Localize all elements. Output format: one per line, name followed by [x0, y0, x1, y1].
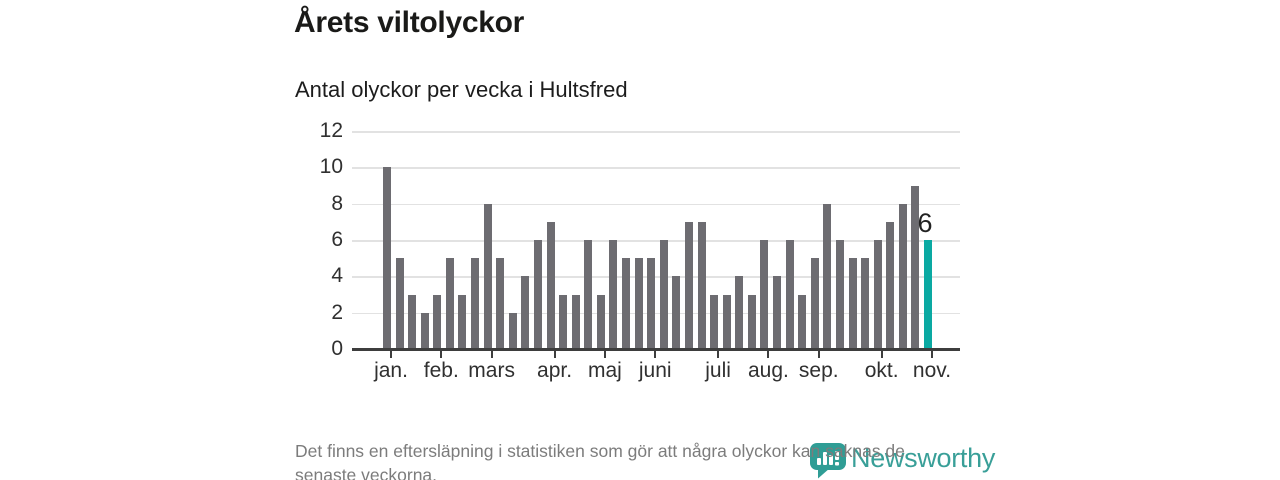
bar-week-4 — [420, 312, 429, 349]
bar-week-14 — [546, 221, 555, 349]
y-axis-label-4: 4 — [331, 264, 343, 288]
bar-week-33 — [785, 240, 794, 349]
y-axis-label-2: 2 — [331, 300, 343, 324]
bar-week-6 — [445, 258, 454, 349]
bar-week-12 — [521, 276, 530, 349]
gridline-y-10 — [352, 167, 960, 169]
bar-week-5 — [433, 294, 442, 349]
bar-week-44 — [924, 240, 932, 349]
footnote-line-1: Det finns en eftersläpning i statistiken… — [295, 441, 905, 461]
x-axis-label-mars: mars — [468, 359, 515, 382]
bar-week-3 — [408, 294, 417, 349]
x-tick-juni — [654, 351, 657, 358]
bar-week-30 — [747, 294, 756, 349]
y-axis-label-8: 8 — [331, 191, 343, 215]
bar-week-27 — [710, 294, 719, 349]
bar-week-37 — [835, 240, 844, 349]
bar-chart-plot-area — [352, 131, 960, 349]
bar-week-25 — [684, 221, 693, 349]
gridline-y-8 — [352, 203, 960, 206]
bar-week-41 — [886, 221, 895, 349]
bar-week-13 — [533, 240, 542, 349]
x-tick-aug — [767, 351, 770, 358]
bar-week-28 — [722, 294, 731, 349]
x-axis-label-juli: juli — [705, 359, 731, 382]
gridline-y-4 — [352, 276, 960, 278]
bar-week-40 — [873, 240, 882, 349]
chart-title: Årets viltolyckor — [294, 6, 524, 39]
bar-week-34 — [798, 294, 807, 349]
y-axis-label-0: 0 — [331, 337, 343, 360]
x-tick-sep — [817, 351, 820, 358]
x-axis-label-jan: jan. — [374, 359, 408, 382]
chart-subtitle: Antal olyckor per vecka i Hultsfred — [295, 77, 628, 102]
x-axis-label-feb: feb. — [423, 359, 459, 382]
x-axis-label-okt: okt. — [864, 359, 899, 382]
x-tick-maj — [603, 351, 606, 358]
footnote: Det finns en eftersläpning i statistiken… — [295, 440, 995, 480]
y-axis-label-12: 12 — [319, 119, 343, 142]
newsworthy-logo: Newsworthy — [810, 442, 995, 479]
x-axis-label-juni: juni — [638, 359, 672, 382]
x-axis-label-nov: nov. — [912, 359, 952, 382]
bar-week-9 — [483, 203, 492, 349]
bar-week-38 — [848, 258, 857, 349]
bar-week-42 — [898, 203, 907, 349]
bar-week-24 — [672, 276, 681, 349]
bar-week-22 — [647, 258, 656, 349]
highlight-bar-value-label: 6 — [917, 208, 933, 238]
bar-week-32 — [773, 276, 782, 349]
bar-week-7 — [458, 294, 467, 349]
x-tick-nov — [931, 351, 933, 358]
x-tick-feb — [440, 351, 443, 358]
bar-week-1 — [383, 167, 391, 349]
logo-wordmark: Newsworthy — [851, 443, 996, 473]
x-axis-label-aug: aug. — [748, 359, 789, 382]
bar-week-17 — [584, 240, 593, 349]
bar-week-8 — [471, 258, 480, 349]
newsworthy-bar-chart-pin-icon — [810, 443, 846, 479]
bar-week-29 — [735, 276, 744, 349]
bar-week-23 — [659, 240, 668, 349]
bar-week-43 — [911, 185, 920, 349]
bar-week-35 — [810, 258, 819, 349]
bar-week-19 — [609, 240, 618, 349]
x-tick-jan — [390, 351, 392, 358]
bar-week-31 — [760, 240, 769, 349]
y-axis-label-6: 6 — [331, 228, 343, 251]
x-axis-label-sep: sep. — [798, 359, 839, 382]
bar-week-21 — [634, 258, 643, 349]
gridline-y-2 — [352, 312, 960, 315]
x-tick-okt — [880, 351, 883, 358]
x-axis-label-maj: maj — [587, 359, 622, 382]
bar-week-16 — [571, 294, 580, 349]
bar-week-18 — [596, 294, 605, 349]
bar-week-11 — [508, 312, 517, 349]
bar-week-15 — [559, 294, 568, 349]
bar-week-26 — [697, 221, 706, 349]
x-axis-line — [352, 348, 960, 351]
bar-week-2 — [395, 258, 404, 349]
gridline-y-6 — [352, 240, 960, 242]
bar-week-10 — [496, 258, 505, 349]
bar-week-39 — [861, 258, 870, 349]
x-tick-juli — [717, 351, 720, 358]
x-tick-mars — [490, 351, 493, 358]
x-tick-apr — [553, 351, 556, 358]
y-axis-label-10: 10 — [319, 155, 343, 179]
gridline-y-12 — [352, 131, 960, 133]
footnote-line-2: senaste veckorna. — [295, 464, 438, 480]
x-axis-label-apr: apr. — [537, 359, 573, 382]
bar-week-36 — [823, 203, 832, 349]
bar-week-20 — [622, 258, 631, 349]
